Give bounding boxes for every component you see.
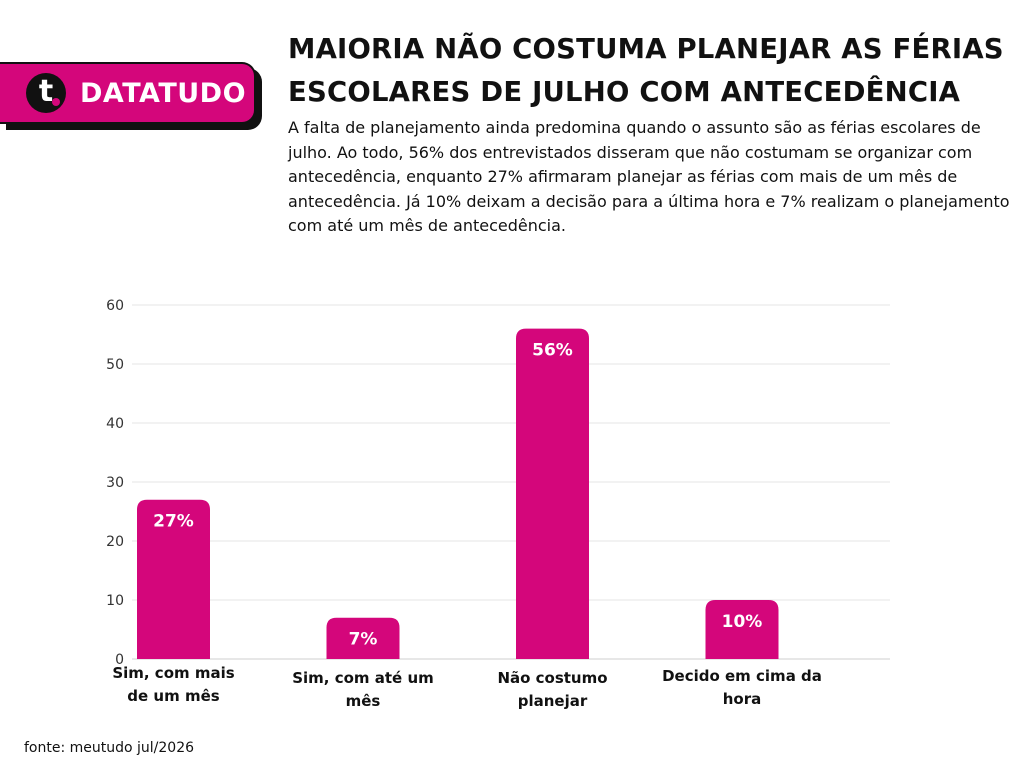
bar — [516, 328, 589, 659]
x-category-label: Decido em cima da hora — [662, 665, 822, 711]
x-category-label-line: Decido em cima da — [662, 667, 822, 685]
y-tick-label: 20 — [106, 534, 124, 550]
bar-layer: 27% 7% 56% 10% — [137, 328, 779, 659]
description: A falta de planejamento ainda predomina … — [288, 118, 1010, 235]
title-line-2: ESCOLARES DE JULHO COM ANTECEDÊNCIA — [288, 76, 961, 108]
x-category-label-line: mês — [345, 692, 381, 710]
bar-value-label: 10% — [722, 612, 763, 632]
x-category-label: Não costumo planejar — [473, 667, 633, 713]
bar — [137, 499, 210, 659]
x-category-label-line: planejar — [517, 692, 588, 710]
source-note: fonte: meutudo jul/2026 — [24, 740, 195, 756]
x-category-label-line: de um mês — [127, 687, 220, 705]
logo-dot — [52, 98, 60, 106]
y-tick-label: 30 — [106, 475, 124, 491]
title-line-1: MAIORIA NÃO COSTUMA PLANEJAR AS FÉRIAS — [288, 33, 1004, 65]
bar — [705, 600, 779, 659]
bar — [326, 617, 400, 659]
x-category-label-line: hora — [722, 690, 762, 708]
x-category-label-line: Não costumo — [497, 669, 608, 687]
x-category-label-line: Sim, com mais — [112, 664, 235, 682]
x-category-label: Sim, com mais de um mês — [94, 662, 254, 708]
y-tick-label: 50 — [106, 357, 124, 373]
y-tick-label: 40 — [106, 416, 124, 432]
page-title: MAIORIA NÃO COSTUMA PLANEJAR AS FÉRIAS E… — [288, 28, 1018, 114]
t-logo-icon: t — [26, 73, 66, 113]
bar-value-label: 56% — [532, 341, 573, 361]
x-category-label: Sim, com até um mês — [283, 667, 443, 713]
bar-value-label: 27% — [153, 512, 194, 532]
y-tick-label: 0 — [115, 652, 124, 668]
logo-letter: t — [38, 74, 54, 109]
brand-name: DATATUDO — [80, 77, 247, 109]
y-tick-label: 10 — [106, 593, 124, 609]
y-tick-label: 60 — [106, 298, 124, 314]
bar-value-label: 7% — [349, 630, 378, 650]
x-category-label-line: Sim, com até um — [292, 669, 434, 687]
brand-badge-body: t DATATUDO — [0, 62, 256, 124]
brand-badge: t DATATUDO — [0, 62, 262, 130]
